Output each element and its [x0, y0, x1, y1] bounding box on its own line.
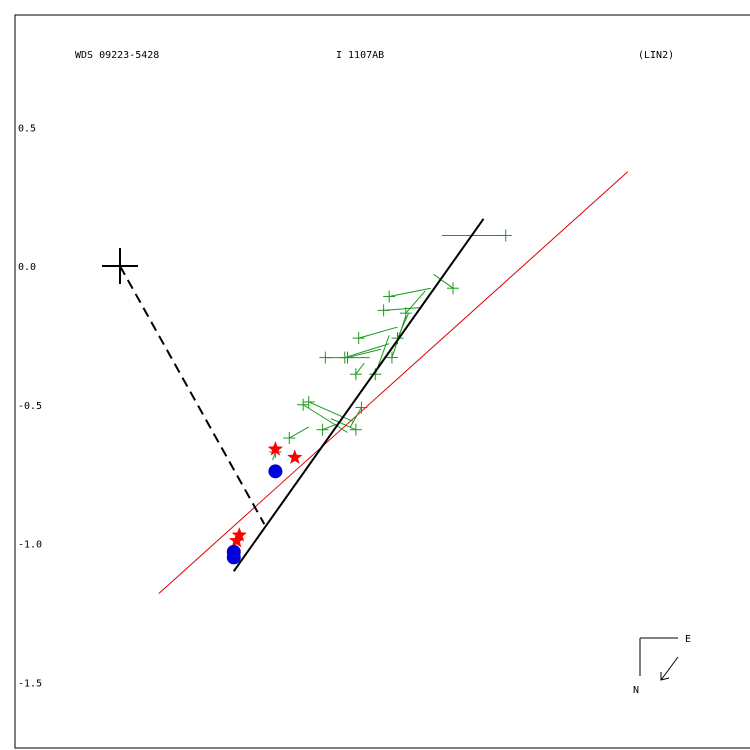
- residual-line: [355, 362, 365, 375]
- orbit-line: [232, 218, 485, 572]
- y-tick-labels: 0.5 0.0 -0.5 -1.0 -1.5: [18, 123, 42, 689]
- compass: E N: [633, 634, 691, 696]
- orbit-segment: [232, 218, 485, 572]
- compass-arrow-icon: [660, 656, 679, 681]
- residual-line: [347, 348, 381, 359]
- header-left: WDS 09223-5428: [75, 50, 159, 61]
- y-tick-label: -0.5: [18, 401, 42, 412]
- compass-north-label: N: [633, 685, 639, 696]
- residual-line: [330, 418, 357, 431]
- linear-fit-segment: [158, 171, 629, 594]
- predicted-star-icon: [287, 449, 303, 464]
- compass-arrowhead-icon: [660, 672, 670, 681]
- header-right: (LIN2): [638, 50, 674, 61]
- y-tick-label: 0.5: [18, 123, 36, 134]
- header-center: I 1107AB: [336, 50, 384, 61]
- y-tick-label: 0.0: [18, 262, 36, 273]
- predicted-star-icon: [228, 532, 245, 548]
- connector-line: [119, 265, 266, 525]
- residual-line: [358, 326, 398, 339]
- residual-line: [302, 404, 348, 433]
- residual-line: [344, 343, 390, 359]
- y-tick-label: -1.0: [18, 540, 42, 551]
- linear-fit-line: [158, 171, 629, 594]
- primary-star-marker: [102, 248, 138, 284]
- predicted-stars: [228, 441, 303, 548]
- compass-east-label: E: [685, 634, 691, 645]
- residual-line: [405, 290, 426, 314]
- residual-line: [389, 287, 431, 298]
- predicted-dot: [268, 464, 283, 479]
- residual-line: [322, 423, 337, 431]
- residual-line: [289, 426, 309, 439]
- observations-group: [269, 229, 512, 461]
- connector-segment: [119, 265, 266, 525]
- predicted-dots: [226, 464, 283, 565]
- predicted-star-icon: [267, 441, 283, 456]
- plot-frame: [14, 14, 750, 749]
- y-tick-label: -1.5: [18, 678, 42, 689]
- residual-line: [308, 401, 354, 422]
- predicted-star-icon: [231, 527, 247, 542]
- predicted-dot: [226, 550, 241, 565]
- residual-line: [383, 307, 420, 311]
- residual-line: [433, 273, 454, 289]
- residual-line: [349, 407, 362, 428]
